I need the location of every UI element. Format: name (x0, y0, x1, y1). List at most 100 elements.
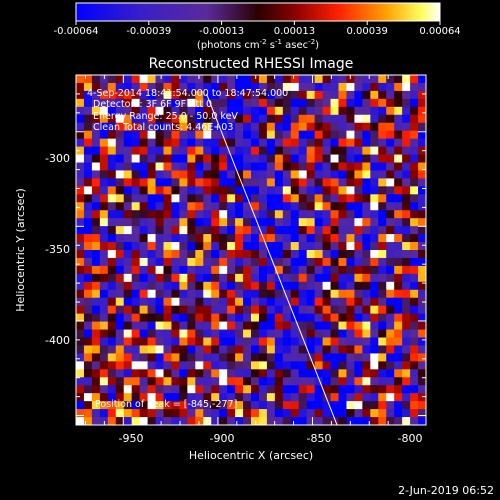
heatmap-cell (386, 154, 395, 164)
heatmap-cell (147, 170, 157, 179)
heatmap-cell (410, 210, 419, 219)
heatmap-cell (410, 202, 419, 211)
heatmap-cell (251, 297, 260, 307)
heatmap-cell (354, 377, 363, 386)
heatmap-cell (266, 162, 276, 172)
heatmap-cell (115, 202, 125, 211)
heatmap-cell (386, 417, 395, 425)
heatmap-cell (251, 353, 260, 362)
heatmap-cell (346, 234, 355, 243)
heatmap-cell (346, 98, 355, 108)
heatmap-cell (258, 178, 268, 187)
heatmap-cell (83, 146, 93, 156)
heatmap-cell (107, 337, 117, 347)
heatmap-cell (378, 75, 387, 84)
y-tick-label: -350 (45, 243, 70, 256)
heatmap-cell (418, 226, 426, 235)
heatmap-cell (346, 162, 355, 172)
heatmap-cell (282, 242, 292, 251)
heatmap-cell (274, 385, 284, 394)
heatmap-cell (322, 281, 332, 291)
heatmap-cell (394, 202, 403, 211)
heatmap-cell (187, 106, 196, 116)
heatmap-cell (243, 321, 252, 331)
heatmap-cell (131, 82, 141, 92)
heatmap-cell (76, 273, 85, 283)
heatmap-cell (147, 385, 157, 394)
heatmap-cell (187, 273, 196, 283)
heatmap-cell (314, 82, 324, 92)
heatmap-cell (115, 353, 125, 362)
heatmap-cell (298, 393, 308, 402)
heatmap-cell (354, 329, 363, 339)
heatmap-cell (147, 122, 157, 132)
heatmap-cell (298, 281, 308, 291)
heatmap-cell (147, 281, 157, 291)
heatmap-cell (370, 281, 379, 291)
heatmap-cell (163, 138, 173, 148)
heatmap-cell (394, 281, 403, 291)
heatmap-cell (410, 178, 419, 187)
heatmap-cell (346, 210, 355, 219)
heatmap-cell (203, 130, 212, 140)
heatmap-cell (219, 393, 228, 402)
heatmap-cell (322, 289, 332, 299)
heatmap-cell (83, 194, 93, 203)
heatmap-cell (274, 353, 284, 362)
heatmap-cell (195, 130, 204, 140)
heatmap-cell (131, 226, 141, 235)
heatmap-cell (402, 186, 411, 195)
heatmap-cell (338, 138, 348, 148)
heatmap-cell (330, 265, 340, 275)
heatmap-cell (131, 154, 141, 164)
heatmap-cell (83, 273, 93, 283)
heatmap-cell (266, 289, 276, 299)
heatmap-cell (266, 329, 276, 339)
heatmap-cell (131, 345, 141, 354)
heatmap-cell (195, 289, 204, 299)
heatmap-cell (362, 170, 371, 179)
heatmap-cell (219, 75, 228, 84)
heatmap-cell (402, 138, 411, 148)
heatmap-cell (171, 178, 180, 187)
heatmap-cell (410, 234, 419, 243)
heatmap-cell (179, 393, 188, 402)
heatmap-cell (83, 257, 93, 267)
heatmap-cell (402, 409, 411, 418)
heatmap-cell (99, 186, 109, 195)
heatmap-cell (76, 393, 85, 402)
heatmap-cell (362, 297, 371, 307)
heatmap-cell (298, 210, 308, 219)
heatmap-cell (378, 313, 387, 323)
heatmap-cell (139, 369, 149, 378)
heatmap-cell (211, 226, 220, 235)
heatmap-cell (99, 106, 109, 116)
heatmap-cell (123, 353, 133, 362)
heatmap-cell (322, 369, 332, 378)
heatmap-cell (155, 417, 165, 425)
heatmap-cell (131, 409, 141, 418)
heatmap-cell (354, 401, 363, 410)
heatmap-cell (91, 265, 101, 275)
heatmap-cell (131, 289, 141, 299)
heatmap-cell (402, 337, 411, 347)
heatmap-cell (370, 321, 379, 331)
heatmap-cell (163, 281, 173, 291)
heatmap-cell (227, 345, 236, 354)
heatmap-cell (386, 122, 395, 132)
heatmap-cell (290, 369, 300, 378)
heatmap-cell (147, 106, 157, 116)
heatmap-cell (362, 210, 371, 219)
heatmap-cell (402, 273, 411, 283)
heatmap-cell (155, 146, 165, 156)
heatmap-cell (243, 345, 252, 354)
heatmap-cell (394, 138, 403, 148)
heatmap-cell (203, 194, 212, 203)
heatmap-cell (203, 385, 212, 394)
heatmap-cell (322, 130, 332, 140)
heatmap-cell (195, 226, 204, 235)
heatmap-cell (266, 353, 276, 362)
heatmap-cell (410, 250, 419, 259)
heatmap-cell (362, 345, 371, 354)
heatmap-cell (219, 226, 228, 235)
